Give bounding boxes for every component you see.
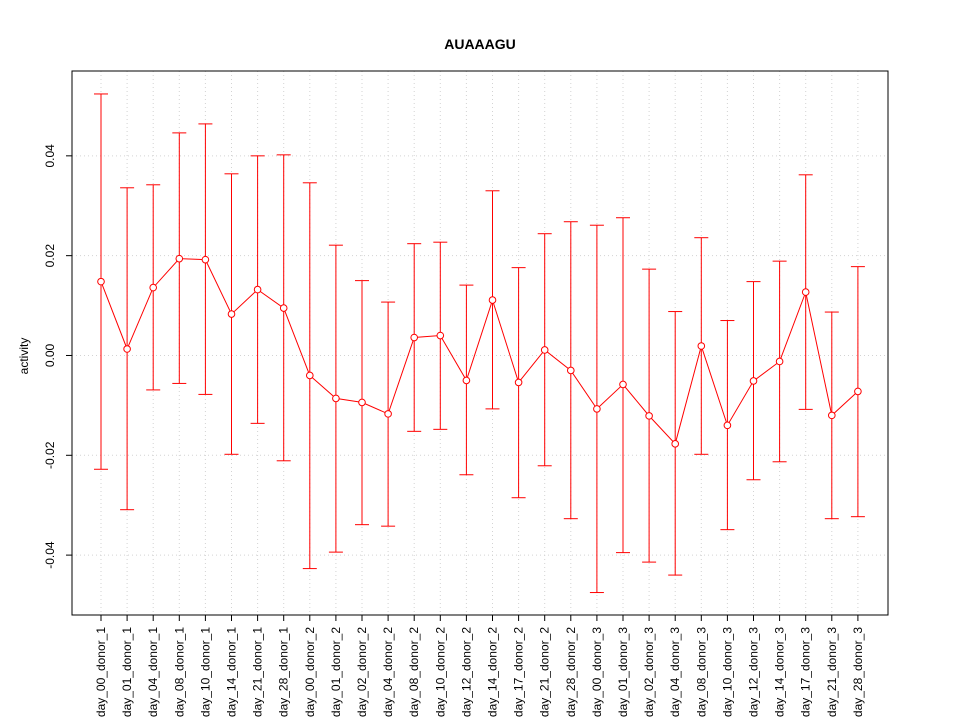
x-tick-label: day_10_donor_3	[720, 627, 734, 717]
data-point	[697, 342, 706, 350]
data-point	[488, 296, 497, 304]
data-point	[671, 440, 680, 448]
data-point	[567, 366, 575, 375]
x-tick-label: day_14_donor_2	[486, 627, 500, 717]
data-point	[306, 371, 314, 380]
plot-frame	[71, 70, 889, 616]
x-tick-label: day_14_donor_1	[225, 627, 239, 717]
data-point	[514, 378, 523, 387]
x-tick-label: day_21_donor_2	[538, 627, 552, 717]
x-tick-label: day_00_donor_2	[303, 627, 317, 717]
y-tick-label: 0.02	[43, 244, 57, 268]
x-tick-label: day_08_donor_1	[172, 627, 186, 717]
x-tick-label: day_01_donor_3	[616, 627, 630, 717]
series-line-path	[100, 258, 859, 445]
data-point	[332, 394, 340, 403]
data-point	[619, 380, 627, 389]
data-point	[201, 255, 210, 264]
data-point	[358, 398, 366, 407]
x-tick-label: day_02_donor_3	[642, 627, 656, 717]
x-tick-label: day_04_donor_1	[146, 627, 160, 717]
data-point	[279, 304, 288, 312]
x-tick-label: day_21_donor_1	[251, 627, 265, 717]
data-point	[645, 412, 653, 420]
data-point	[149, 283, 157, 292]
x-tick-label: day_08_donor_2	[407, 627, 421, 717]
x-tick-label: day_28_donor_1	[277, 627, 291, 717]
series-line	[100, 258, 859, 445]
error-bars	[94, 93, 865, 594]
data-point	[828, 411, 836, 420]
x-tick-label: day_21_donor_3	[825, 627, 839, 717]
data-point	[97, 277, 105, 286]
y-axis-title: activity	[17, 338, 31, 375]
x-axis: day_00_donor_1 day_01_donor_1 day_04_donor…	[94, 614, 865, 717]
data-point	[175, 254, 184, 263]
data-point	[854, 387, 862, 396]
y-tick-label: 0.00	[43, 343, 57, 367]
x-tick-label: day_10_donor_1	[198, 627, 212, 717]
x-tick-label: day_00_donor_3	[590, 627, 604, 717]
y-tick-label: 0.04	[43, 144, 57, 168]
data-point	[593, 405, 601, 413]
data-point	[540, 346, 549, 354]
x-tick-label: day_28_donor_2	[564, 627, 578, 717]
x-tick-label: day_14_donor_3	[773, 627, 787, 717]
y-tick-label: -0.02	[43, 441, 57, 469]
x-tick-label: day_28_donor_3	[851, 627, 865, 717]
y-tick-label: -0.04	[43, 541, 57, 569]
x-tick-label: day_01_donor_2	[329, 627, 343, 717]
data-point	[123, 345, 131, 353]
grid	[72, 71, 888, 615]
x-tick-label: day_04_donor_3	[668, 627, 682, 717]
x-tick-label: day_00_donor_1	[94, 627, 108, 717]
data-point	[436, 331, 445, 340]
data-point	[227, 310, 236, 318]
x-tick-label: day_17_donor_3	[799, 627, 813, 717]
x-tick-label: day_17_donor_2	[512, 627, 526, 717]
data-point	[749, 377, 758, 385]
x-tick-label: day_08_donor_3	[694, 627, 708, 717]
data-point	[723, 421, 732, 430]
x-tick-label: day_12_donor_3	[747, 627, 761, 717]
y-axis: -0.04 -0.02 0.00 0.02 0.04	[43, 144, 72, 569]
x-tick-label: day_01_donor_1	[120, 627, 134, 717]
x-tick-label: day_02_donor_2	[355, 627, 369, 717]
x-tick-label: day_12_donor_2	[459, 627, 473, 717]
data-point	[410, 333, 419, 342]
data-point	[801, 288, 810, 296]
data-point	[462, 376, 471, 385]
series-points	[97, 254, 862, 448]
x-tick-label: day_04_donor_2	[381, 627, 395, 717]
chart-title: AUAAAGU	[444, 36, 516, 52]
data-point	[253, 285, 262, 294]
data-point	[384, 410, 392, 418]
x-tick-label: day_10_donor_2	[433, 627, 447, 717]
data-point	[775, 357, 784, 366]
